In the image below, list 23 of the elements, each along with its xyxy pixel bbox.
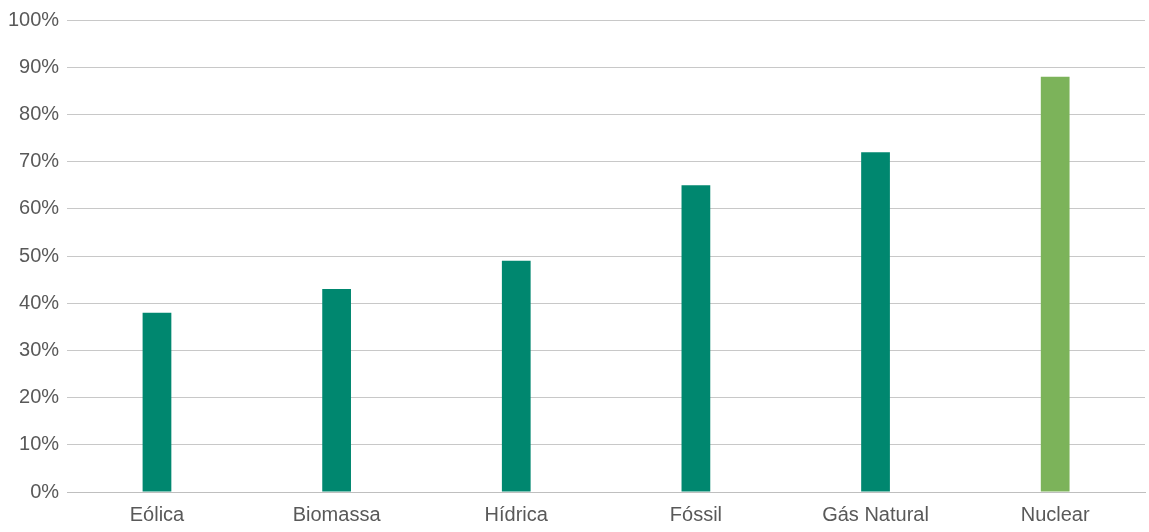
y-tick-label: 80% — [19, 101, 60, 124]
bar — [681, 185, 711, 492]
y-tick-label: 70% — [19, 149, 60, 172]
bar — [142, 312, 172, 492]
y-tick-label: 30% — [19, 337, 60, 360]
y-tick-label: 40% — [19, 290, 60, 313]
x-tick-label: Fóssil — [669, 502, 723, 525]
y-tick-label: 50% — [19, 243, 60, 266]
x-tick-label: Eólica — [129, 502, 186, 525]
x-tick-label: Biomassa — [292, 502, 382, 525]
x-tick-label: Hídrica — [484, 502, 549, 525]
y-tick-label: 20% — [19, 385, 60, 408]
bar — [501, 260, 531, 492]
x-tick-label: Nuclear — [1020, 502, 1090, 525]
bar — [1040, 76, 1070, 492]
y-tick-label: 90% — [19, 54, 60, 77]
y-tick-label: 60% — [19, 196, 60, 219]
y-tick-label: 10% — [19, 432, 60, 455]
bar — [322, 289, 351, 492]
y-tick-label: 0% — [30, 479, 60, 502]
x-tick-label: Gás Natural — [822, 502, 929, 525]
y-tick-label: 100% — [8, 7, 60, 30]
bar — [861, 152, 890, 492]
